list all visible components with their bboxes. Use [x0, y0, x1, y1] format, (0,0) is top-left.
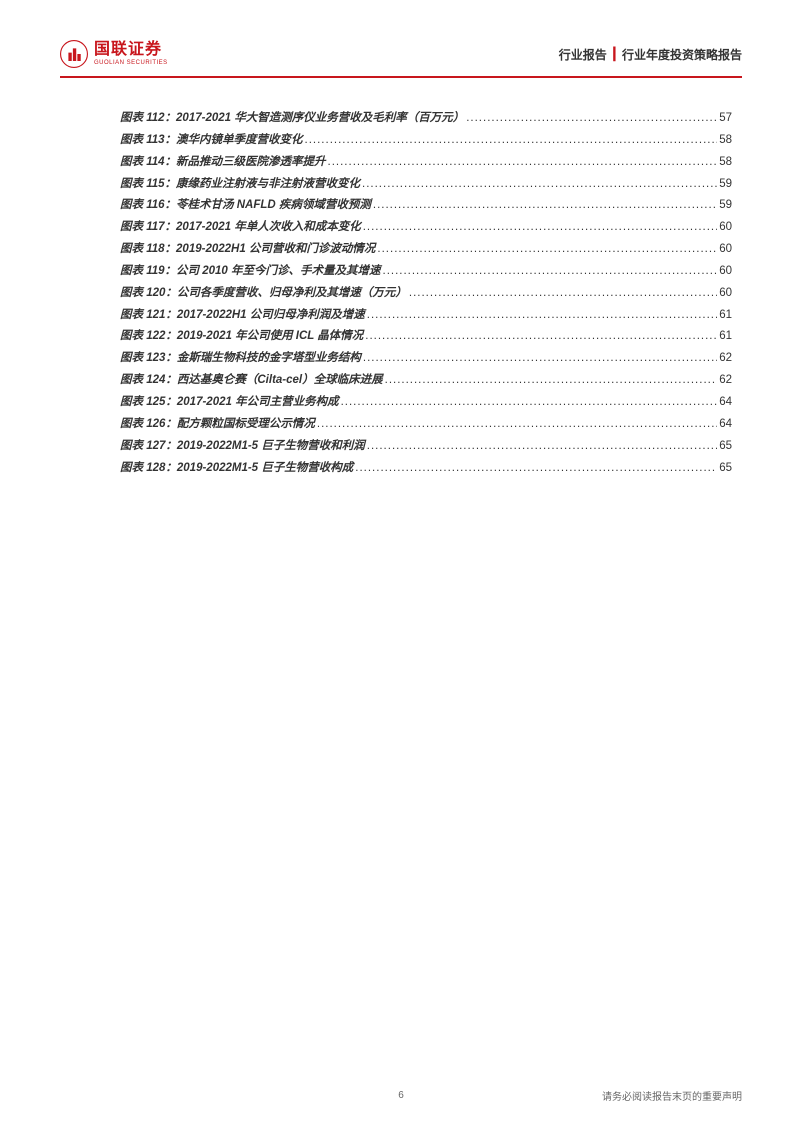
toc-entry: 图表 121：2017-2022H1 公司归母净利润及增速 61 — [120, 305, 732, 327]
toc-entry-page: 57 — [719, 108, 732, 130]
toc-leader-dots — [383, 261, 718, 283]
toc-entry-page: 60 — [719, 261, 732, 283]
toc-entry-page: 60 — [719, 283, 732, 305]
toc-leader-dots — [328, 152, 718, 174]
toc-entry-page: 61 — [719, 305, 732, 327]
toc-leader-dots — [362, 174, 717, 196]
toc-leader-dots — [355, 458, 717, 480]
toc-entry: 图表 127：2019-2022M1-5 巨子生物营收和利润 65 — [120, 436, 732, 458]
toc-entry-page: 64 — [719, 392, 732, 414]
table-of-contents: 图表 112：2017-2021 华大智造测序仪业务营收及毛利率（百万元）57图… — [60, 108, 742, 479]
toc-entry: 图表 126：配方颗粒国标受理公示情况 64 — [120, 414, 732, 436]
toc-entry-page: 65 — [719, 436, 732, 458]
toc-entry-label: 图表 118：2019-2022H1 公司营收和门诊波动情况 — [120, 239, 375, 261]
toc-entry-page: 59 — [719, 195, 732, 217]
toc-entry: 图表 124：西达基奥仑赛（Cilta-cel）全球临床进展 62 — [120, 370, 732, 392]
toc-leader-dots — [305, 130, 718, 152]
toc-leader-dots — [317, 414, 717, 436]
toc-entry-label: 图表 127：2019-2022M1-5 巨子生物营收和利润 — [120, 436, 365, 458]
toc-entry-label: 图表 126：配方颗粒国标受理公示情况 — [120, 414, 315, 436]
toc-leader-dots — [363, 217, 717, 239]
toc-entry: 图表 123：金斯瑞生物科技的金字塔型业务结构 62 — [120, 348, 732, 370]
toc-leader-dots — [385, 370, 718, 392]
toc-entry-label: 图表 116：苓桂术甘汤 NAFLD 疾病领域营收预测 — [120, 195, 371, 217]
logo-name-en: GUOLIAN SECURITIES — [94, 60, 168, 66]
page-container: 国联证券 GUOLIAN SECURITIES 行业报告 ┃ 行业年度投资策略报… — [0, 0, 802, 1133]
toc-entry-page: 62 — [719, 370, 732, 392]
footer-disclaimer: 请务必阅读报告末页的重要声明 — [602, 1088, 742, 1103]
toc-leader-dots — [341, 392, 718, 414]
toc-entry: 图表 117：2017-2021 年单人次收入和成本变化 60 — [120, 217, 732, 239]
page-number: 6 — [398, 1090, 404, 1101]
toc-entry-label: 图表 124：西达基奥仑赛（Cilta-cel）全球临床进展 — [120, 370, 383, 392]
page-footer: 6 请务必阅读报告末页的重要声明 — [60, 1088, 742, 1103]
toc-entry-label: 图表 128：2019-2022M1-5 巨子生物营收构成 — [120, 458, 353, 480]
toc-entry-label: 图表 114：新品推动三级医院渗透率提升 — [120, 152, 326, 174]
company-logo-icon — [60, 40, 88, 68]
page-header: 国联证券 GUOLIAN SECURITIES 行业报告 ┃ 行业年度投资策略报… — [60, 40, 742, 78]
toc-entry-page: 60 — [719, 217, 732, 239]
toc-entry: 图表 125：2017-2021 年公司主营业务构成 64 — [120, 392, 732, 414]
toc-entry: 图表 128：2019-2022M1-5 巨子生物营收构成 65 — [120, 458, 732, 480]
toc-leader-dots — [363, 348, 717, 370]
toc-entry: 图表 116：苓桂术甘汤 NAFLD 疾病领域营收预测 59 — [120, 195, 732, 217]
toc-entry-page: 58 — [719, 130, 732, 152]
divider-bar-icon: ┃ — [611, 47, 618, 61]
toc-entry-page: 62 — [719, 348, 732, 370]
report-type-left: 行业报告 — [559, 46, 607, 63]
toc-entry-label: 图表 112：2017-2021 华大智造测序仪业务营收及毛利率（百万元） — [120, 108, 464, 130]
toc-entry-label: 图表 123：金斯瑞生物科技的金字塔型业务结构 — [120, 348, 361, 370]
toc-entry-page: 60 — [719, 239, 732, 261]
toc-leader-dots — [466, 108, 717, 130]
toc-entry-label: 图表 120：公司各季度营收、归母净利及其增速（万元） — [120, 283, 407, 305]
toc-entry-page: 59 — [719, 174, 732, 196]
header-report-type: 行业报告 ┃ 行业年度投资策略报告 — [559, 46, 742, 63]
toc-leader-dots — [409, 283, 717, 305]
toc-entry: 图表 118：2019-2022H1 公司营收和门诊波动情况 60 — [120, 239, 732, 261]
toc-entry-page: 64 — [719, 414, 732, 436]
toc-entry: 图表 120：公司各季度营收、归母净利及其增速（万元） 60 — [120, 283, 732, 305]
toc-entry-label: 图表 113：澳华内镜单季度营收变化 — [120, 130, 303, 152]
logo-text: 国联证券 GUOLIAN SECURITIES — [94, 42, 168, 66]
logo-name-cn: 国联证券 — [94, 42, 168, 58]
toc-entry-label: 图表 121：2017-2022H1 公司归母净利润及增速 — [120, 305, 365, 327]
toc-entry-label: 图表 119：公司 2010 年至今门诊、手术量及其增速 — [120, 261, 381, 283]
toc-entry-page: 65 — [719, 458, 732, 480]
toc-entry-page: 58 — [719, 152, 732, 174]
toc-entry: 图表 122：2019-2021 年公司使用 ICL 晶体情况 61 — [120, 326, 732, 348]
toc-leader-dots — [367, 305, 717, 327]
toc-entry: 图表 112：2017-2021 华大智造测序仪业务营收及毛利率（百万元） 57 — [120, 108, 732, 130]
toc-entry: 图表 119：公司 2010 年至今门诊、手术量及其增速 60 — [120, 261, 732, 283]
toc-leader-dots — [367, 436, 717, 458]
toc-entry: 图表 113：澳华内镜单季度营收变化 58 — [120, 130, 732, 152]
toc-entry-label: 图表 117：2017-2021 年单人次收入和成本变化 — [120, 217, 361, 239]
toc-entry-label: 图表 115：康缘药业注射液与非注射液营收变化 — [120, 174, 360, 196]
toc-leader-dots — [373, 195, 717, 217]
toc-entry-page: 61 — [719, 326, 732, 348]
report-type-right: 行业年度投资策略报告 — [622, 46, 742, 63]
toc-leader-dots — [365, 326, 717, 348]
toc-entry-label: 图表 125：2017-2021 年公司主营业务构成 — [120, 392, 339, 414]
toc-entry-label: 图表 122：2019-2021 年公司使用 ICL 晶体情况 — [120, 326, 363, 348]
toc-entry: 图表 114：新品推动三级医院渗透率提升 58 — [120, 152, 732, 174]
logo-area: 国联证券 GUOLIAN SECURITIES — [60, 40, 168, 68]
toc-leader-dots — [377, 239, 717, 261]
toc-entry: 图表 115：康缘药业注射液与非注射液营收变化 59 — [120, 174, 732, 196]
